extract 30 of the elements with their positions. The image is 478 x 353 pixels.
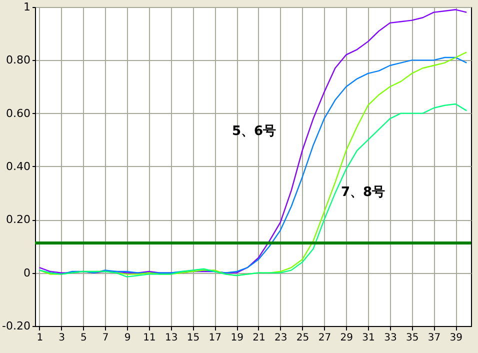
x-tick-label: 17 [208,332,222,344]
y-tick-label: 0.80 [6,54,30,67]
x-tick-label: 15 [186,332,200,344]
x-tick-label: 7 [102,332,109,344]
x-tick-label: 13 [164,332,178,344]
y-tick-label: 1 [24,0,30,14]
x-tick-label: 5 [80,332,87,344]
x-tick-label: 11 [143,332,156,344]
x-tick-label: 35 [406,332,419,344]
x-tick-label: 39 [450,332,463,344]
x-tick-label: 9 [124,332,131,344]
x-tick-label: 3 [58,332,65,344]
x-tick-label: 25 [296,332,310,344]
annotation: 7、8号 [340,185,386,200]
x-tick-label: 37 [428,332,441,344]
x-tick-label: 1 [36,332,44,344]
y-tick-label: 0.20 [6,213,30,226]
y-tick-label: -0.20 [2,320,30,332]
y-tick-label: 0 [24,266,30,280]
annotation: 5、6号 [232,124,276,139]
x-tick-label: 21 [252,332,266,344]
y-tick-label: 0.40 [6,160,30,173]
x-tick-label: 29 [340,332,353,344]
line-series [38,103,468,278]
x-tick-label: 19 [230,332,244,344]
y-tick-label: 0.60 [6,106,30,120]
x-tick-label: 27 [318,332,332,344]
x-tick-label: 23 [274,332,288,344]
x-tick-label: 31 [362,332,375,344]
x-tick-label: 33 [384,332,397,344]
